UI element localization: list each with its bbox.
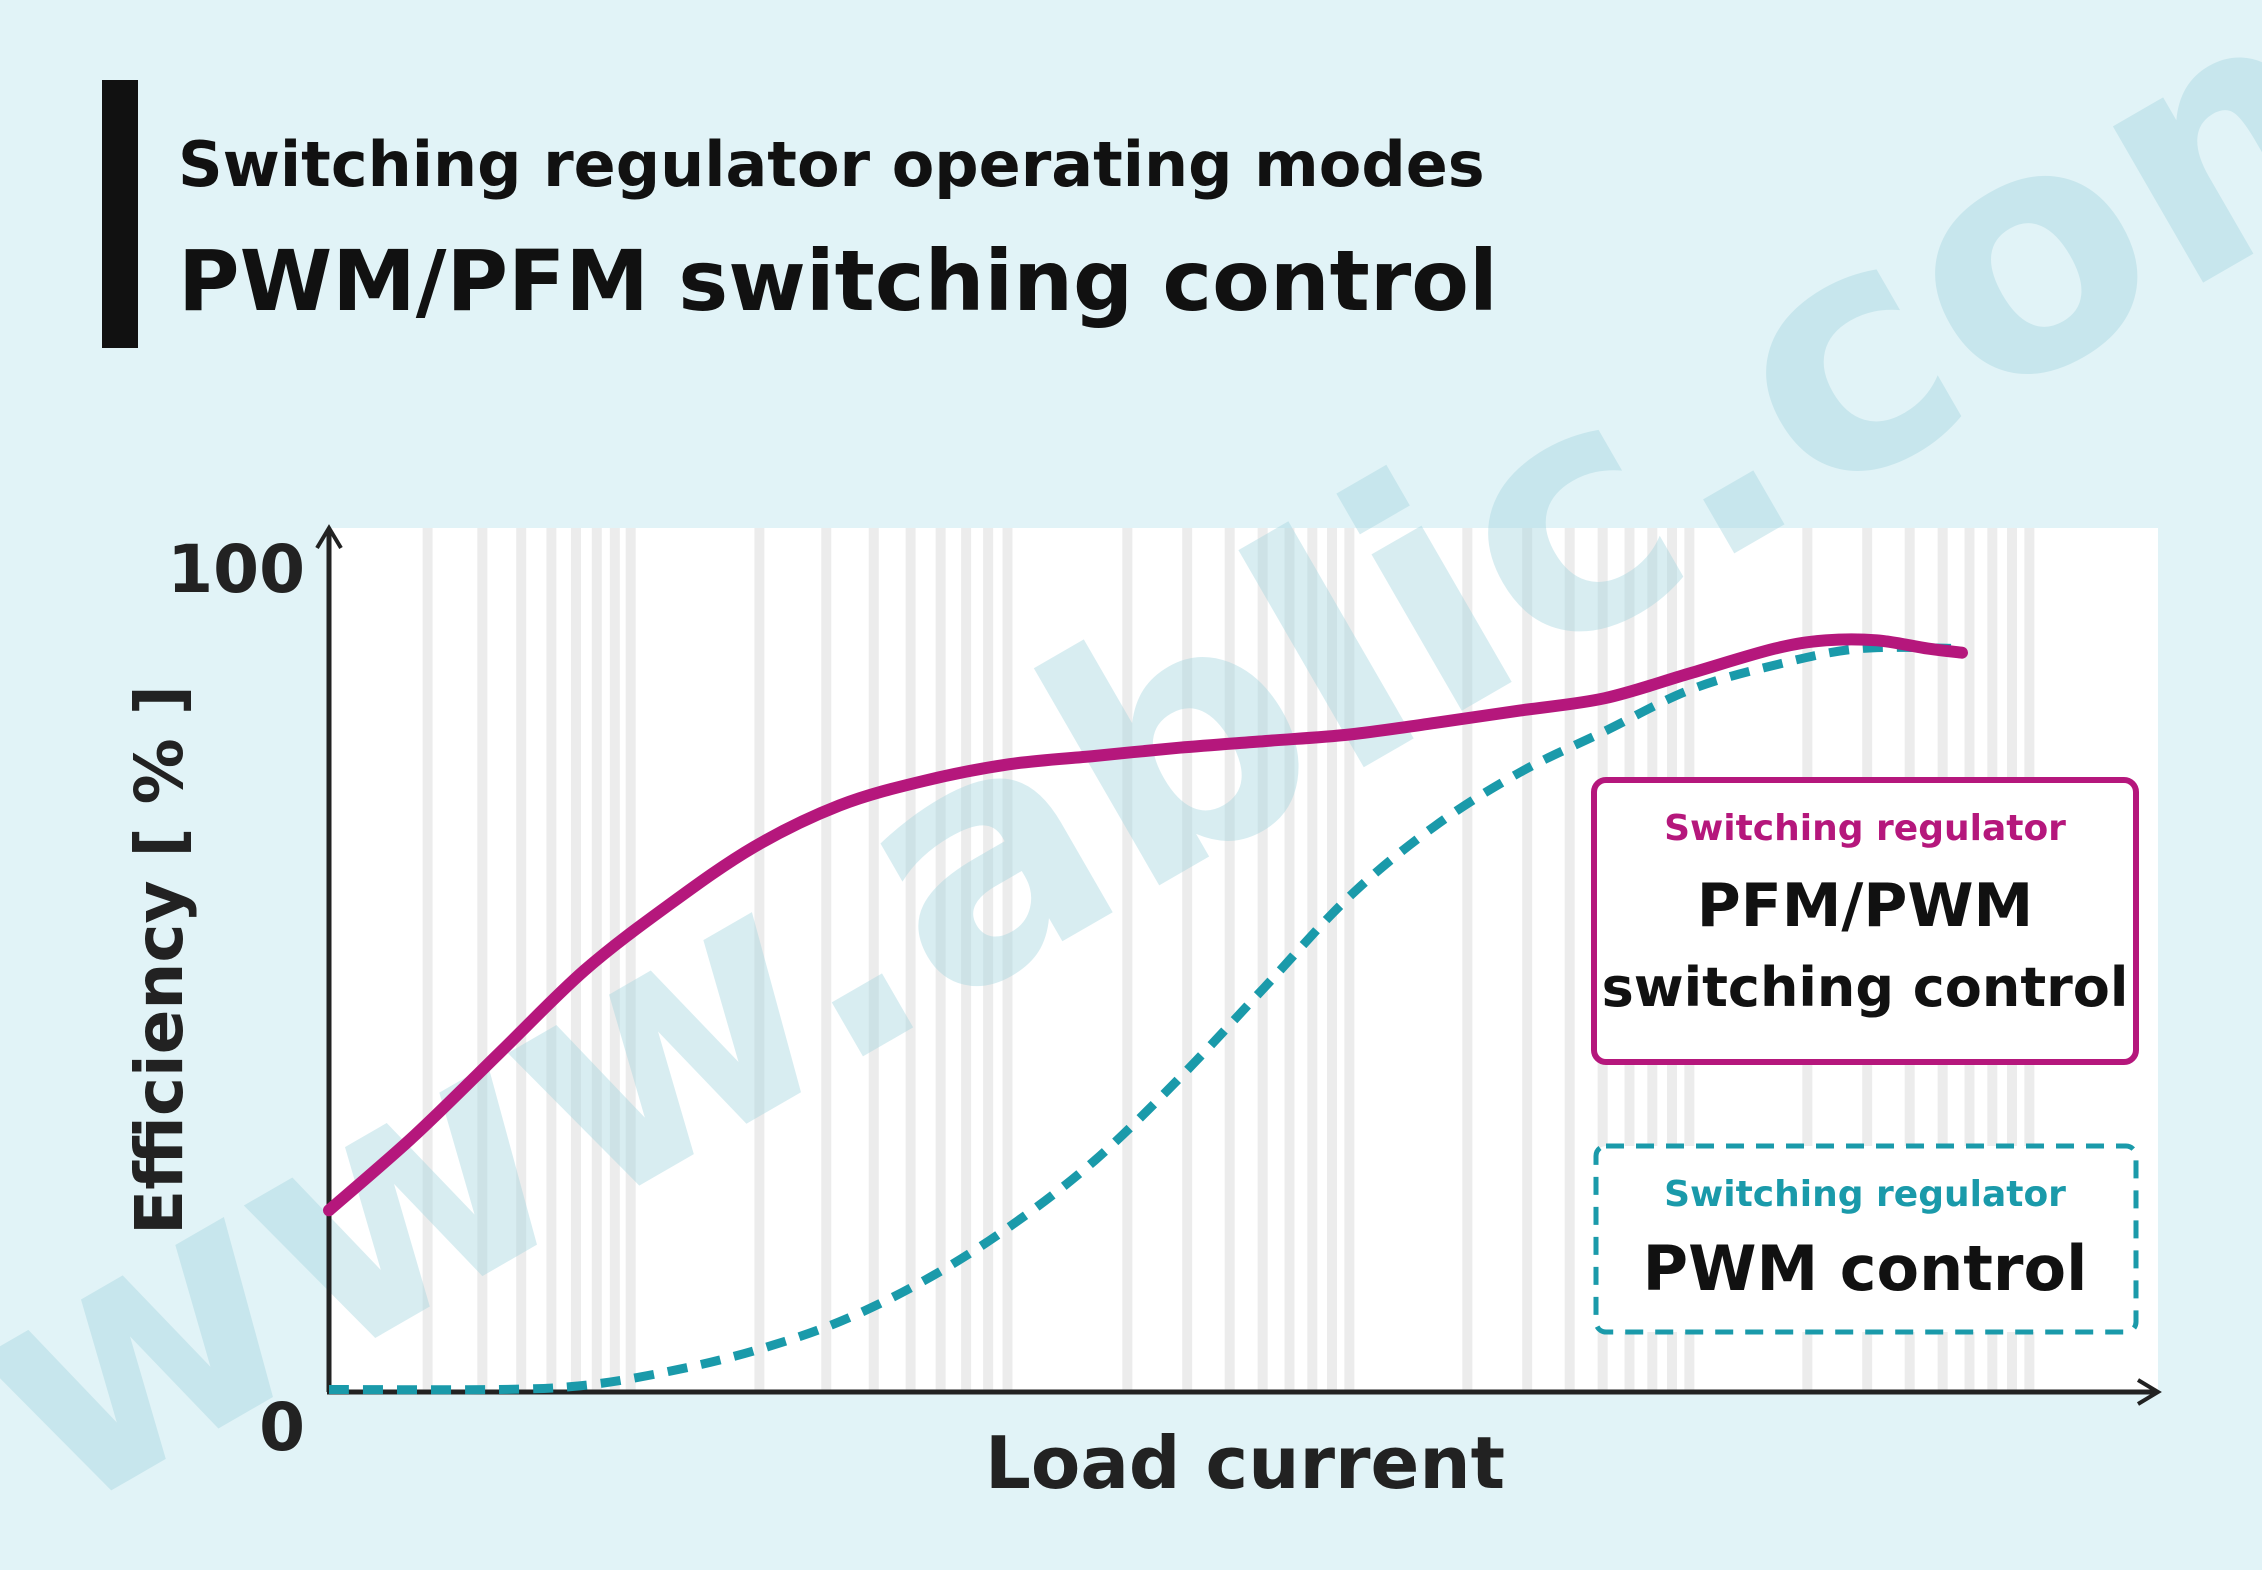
y-tick-label-min: 0 [259, 1389, 305, 1466]
x-axis-label: Load current [985, 1421, 1505, 1505]
legend-name-pwm: PWM control [1643, 1232, 2088, 1305]
y-axis-label: Efficiency [ % ] [121, 685, 198, 1235]
legend-item-pwm: Switching regulator PWM control [1596, 1146, 2136, 1332]
legend-name-pfm-pwm-line2: switching control [1602, 956, 2129, 1019]
y-tick-label-max: 100 [167, 531, 305, 608]
legend-category-pfm-pwm: Switching regulator [1664, 808, 2066, 849]
legend-category-pwm: Switching regulator [1664, 1174, 2066, 1215]
legend-name-pfm-pwm-line1: PFM/PWM [1697, 871, 2033, 941]
legend-item-pfm-pwm: Switching regulator PFM/PWM switching co… [1594, 780, 2136, 1062]
